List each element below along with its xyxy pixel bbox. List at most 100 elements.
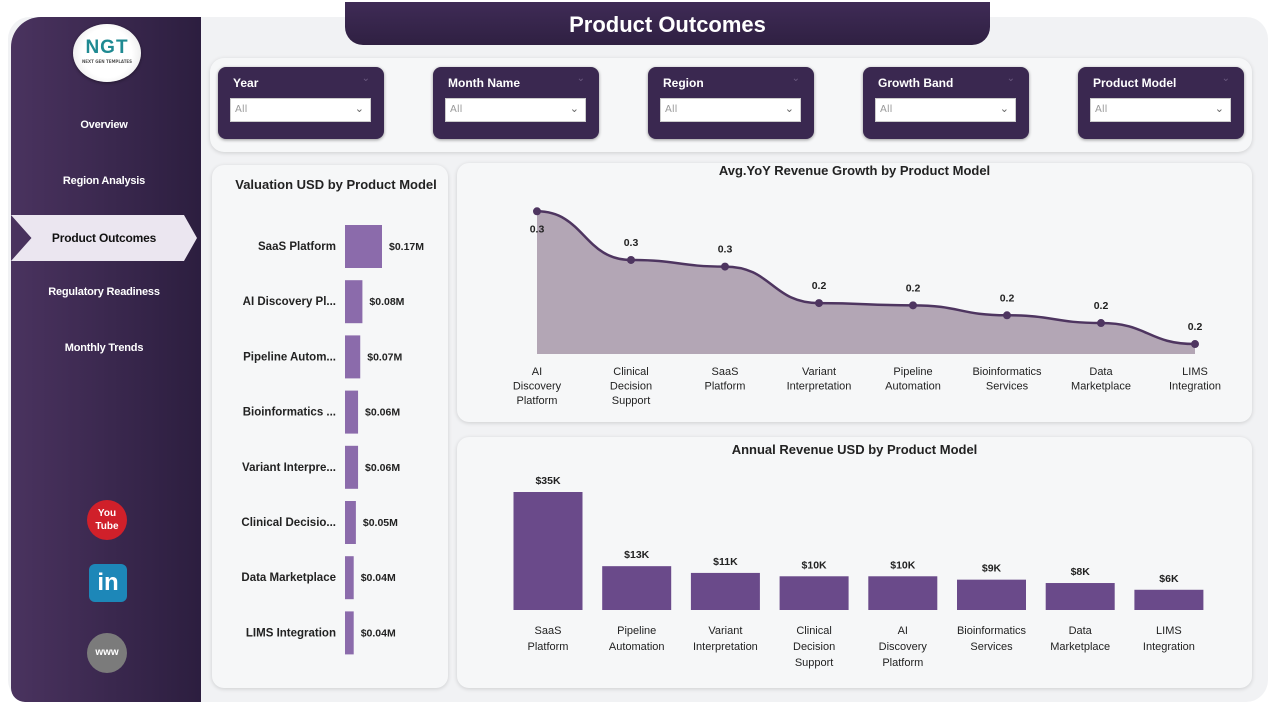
category-label: LIMS Integration: [1143, 625, 1195, 653]
page-title: Product Outcomes: [345, 2, 990, 45]
sidebar-item-product-outcomes[interactable]: Product Outcomes: [11, 215, 197, 261]
bar[interactable]: [345, 556, 354, 600]
category-label: Bioinformatics Services: [972, 366, 1042, 393]
dropdown-value: All: [1095, 104, 1108, 115]
data-label: $0.08M: [369, 296, 404, 308]
data-label: $0.04M: [361, 627, 396, 639]
category-label: Variant Interpre...: [242, 462, 336, 474]
data-label: $8K: [1071, 566, 1091, 578]
data-point[interactable]: [815, 299, 823, 308]
category-label: SaaS Platform: [528, 625, 569, 653]
filter-label: Region: [663, 76, 704, 90]
chevron-down-icon: ⌄: [569, 102, 579, 115]
data-label: $13K: [624, 549, 650, 561]
filter-label: Year: [233, 76, 259, 90]
bar[interactable]: [345, 335, 361, 379]
growth-band-dropdown[interactable]: All ⌄: [875, 98, 1016, 122]
youtube-icon[interactable]: You Tube: [87, 500, 127, 540]
year-dropdown[interactable]: All ⌄: [230, 98, 371, 122]
bar[interactable]: [779, 576, 849, 610]
sidebar-item-overview[interactable]: Overview: [80, 119, 128, 131]
sidebar-item-region-analysis[interactable]: Region Analysis: [62, 175, 146, 187]
data-point[interactable]: [721, 262, 729, 271]
data-label: 0.3: [624, 237, 639, 249]
category-label: Pipeline Automation: [609, 625, 665, 653]
data-label: $10K: [890, 559, 916, 571]
chevron-down-icon[interactable]: ⌄: [1221, 73, 1230, 84]
data-label: $35K: [535, 475, 561, 487]
data-label: $10K: [802, 559, 828, 571]
filter-label: Product Model: [1093, 76, 1177, 90]
chevron-down-icon: ⌄: [784, 102, 794, 115]
data-label: $9K: [982, 563, 1002, 575]
chevron-down-icon[interactable]: ⌄: [361, 73, 370, 84]
category-label: Data Marketplace: [241, 572, 336, 584]
chevron-down-icon: ⌄: [999, 102, 1009, 115]
bar[interactable]: [868, 576, 938, 610]
category-label: SaaS Platform: [705, 366, 746, 393]
filter-growth-band: Growth Band ⌄ All ⌄: [863, 67, 1029, 139]
chevron-down-icon[interactable]: ⌄: [791, 73, 800, 84]
globe-www-icon[interactable]: www: [87, 633, 127, 673]
bar[interactable]: [345, 445, 359, 489]
data-label: 0.3: [718, 244, 733, 256]
bar[interactable]: [957, 579, 1026, 610]
data-point[interactable]: [627, 255, 635, 264]
data-label: 0.2: [1000, 292, 1015, 304]
annual-revenue-chart-title: Annual Revenue USD by Product Model: [731, 442, 978, 457]
sidebar-item-monthly-trends[interactable]: Monthly Trends: [64, 342, 144, 354]
valuation-chart-title: Valuation USD by Product Model: [235, 177, 437, 192]
bar[interactable]: [345, 501, 356, 544]
filter-label: Month Name: [448, 76, 520, 90]
filter-region: Region ⌄ All ⌄: [648, 67, 814, 139]
data-point[interactable]: [909, 301, 917, 310]
region-dropdown[interactable]: All ⌄: [660, 98, 801, 122]
dropdown-value: All: [450, 104, 463, 115]
category-label: LIMS Integration: [1169, 366, 1221, 393]
category-label: AI Discovery Platform: [513, 366, 562, 407]
data-label: 0.2: [1188, 321, 1203, 333]
product-model-dropdown[interactable]: All ⌄: [1090, 98, 1231, 122]
bar[interactable]: [602, 566, 672, 610]
category-label: AI Discovery Platform: [879, 625, 928, 669]
dropdown-value: All: [665, 104, 678, 115]
data-label: $0.04M: [361, 572, 396, 584]
data-label: $0.07M: [367, 351, 402, 363]
bar[interactable]: [690, 572, 760, 610]
linkedin-icon[interactable]: in: [89, 564, 127, 602]
data-label: $6K: [1159, 573, 1179, 585]
data-point[interactable]: [1097, 319, 1105, 328]
data-point[interactable]: [1191, 340, 1199, 349]
bar[interactable]: [513, 492, 583, 610]
sidebar-item-regulatory-readiness[interactable]: Regulatory Readiness: [48, 286, 160, 298]
category-label: Bioinformatics ...: [243, 407, 336, 419]
annual-revenue-chart-card: Annual Revenue USD by Product Model $35K…: [457, 437, 1252, 688]
data-label: 0.2: [906, 282, 921, 294]
data-label: $11K: [713, 556, 738, 568]
bar[interactable]: [1045, 583, 1115, 610]
yoy-growth-chart-card: Avg.YoY Revenue Growth by Product Model …: [457, 163, 1252, 422]
data-point[interactable]: [533, 207, 541, 216]
yoy-growth-chart: 0.3 AI Discovery Platform 0.3 Clinical Decisio…: [513, 207, 1221, 407]
bar[interactable]: [345, 225, 382, 268]
bar[interactable]: [345, 280, 363, 324]
chevron-down-icon: ⌄: [354, 102, 364, 115]
data-point[interactable]: [1003, 311, 1011, 320]
category-label: Pipeline Automation: [885, 366, 941, 393]
data-label: 0.3: [530, 223, 545, 235]
category-label: Clinical Decision Support: [610, 366, 652, 407]
logo-subtext: NEXT GEN TEMPLATES: [81, 59, 133, 64]
bar[interactable]: [1134, 589, 1204, 610]
chevron-down-icon[interactable]: ⌄: [1006, 73, 1015, 84]
chevron-down-icon: ⌄: [1214, 102, 1224, 115]
category-label: Variant Interpretation: [693, 625, 758, 653]
dropdown-value: All: [235, 104, 248, 115]
valuation-chart-card: Valuation USD by Product Model SaaS Plat…: [212, 165, 448, 688]
filter-label: Growth Band: [878, 76, 954, 90]
data-label: $0.05M: [363, 517, 398, 529]
chevron-down-icon[interactable]: ⌄: [576, 73, 585, 84]
bar[interactable]: [345, 390, 359, 434]
month-name-dropdown[interactable]: All ⌄: [445, 98, 586, 122]
bar[interactable]: [345, 611, 354, 655]
series-line: [536, 210, 1196, 346]
